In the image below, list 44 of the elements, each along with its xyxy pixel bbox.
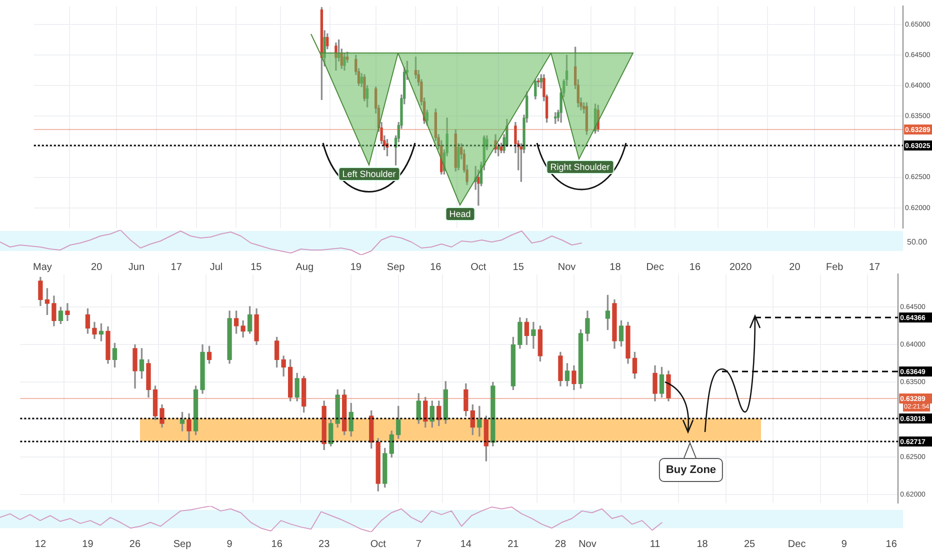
- x-tick-label: Feb: [826, 262, 844, 273]
- x-tick-label: Dec: [788, 538, 806, 550]
- x-tick-label: 18: [610, 262, 622, 273]
- annotation: Buy Zone: [658, 458, 724, 482]
- x-tick-label: 23: [318, 538, 330, 550]
- x-tick-label: 19: [350, 262, 362, 273]
- x-tick-label: 15: [512, 262, 524, 273]
- x-tick-label: Jul: [210, 262, 223, 273]
- x-tick-label: 17: [868, 262, 881, 273]
- x-tick-label: Nov: [578, 538, 596, 550]
- x-tick-label: 14: [460, 538, 472, 550]
- annotation: Right Shoulder: [546, 160, 614, 174]
- x-tick-label: Oct: [370, 538, 386, 550]
- x-tick-label: Sep: [173, 538, 192, 550]
- x-tick-label: 16: [430, 262, 442, 273]
- x-tick-label: 18: [696, 538, 708, 550]
- x-tick-label: 7: [416, 538, 422, 550]
- x-tick-label: 21: [508, 538, 520, 550]
- x-tick-label: Sep: [386, 262, 406, 273]
- x-tick-label: 11: [650, 538, 661, 550]
- x-tick-label: 9: [841, 538, 848, 550]
- x-tick-label: 25: [744, 538, 756, 550]
- x-tick-label: Nov: [558, 262, 576, 273]
- x-tick-label: 15: [250, 262, 262, 273]
- x-tick-label: 20: [789, 262, 801, 273]
- x-tick-label: 16: [271, 538, 283, 550]
- x-tick-label: Oct: [470, 262, 486, 273]
- x-tick-label: Jun: [128, 262, 145, 273]
- annotation: Head: [445, 207, 475, 221]
- x-tick-label: May: [32, 262, 52, 273]
- annotation: Left Shoulder: [338, 167, 400, 181]
- x-tick-label: 17: [170, 262, 182, 273]
- x-tick-label: 28: [554, 538, 566, 550]
- x-tick-label: 2020: [729, 262, 752, 273]
- x-tick-label: Dec: [646, 262, 664, 273]
- x-tick-label: 16: [886, 538, 898, 550]
- x-tick-label: 19: [82, 538, 94, 550]
- x-tick-label: 26: [129, 538, 141, 550]
- x-tick-label: 20: [91, 262, 103, 273]
- x-tick-label: 12: [34, 538, 46, 550]
- x-tick-label: 9: [226, 538, 233, 550]
- text: 50.00: [907, 238, 928, 246]
- x-tick-label: Aug: [296, 262, 314, 273]
- x-tick-label: 16: [689, 262, 701, 273]
